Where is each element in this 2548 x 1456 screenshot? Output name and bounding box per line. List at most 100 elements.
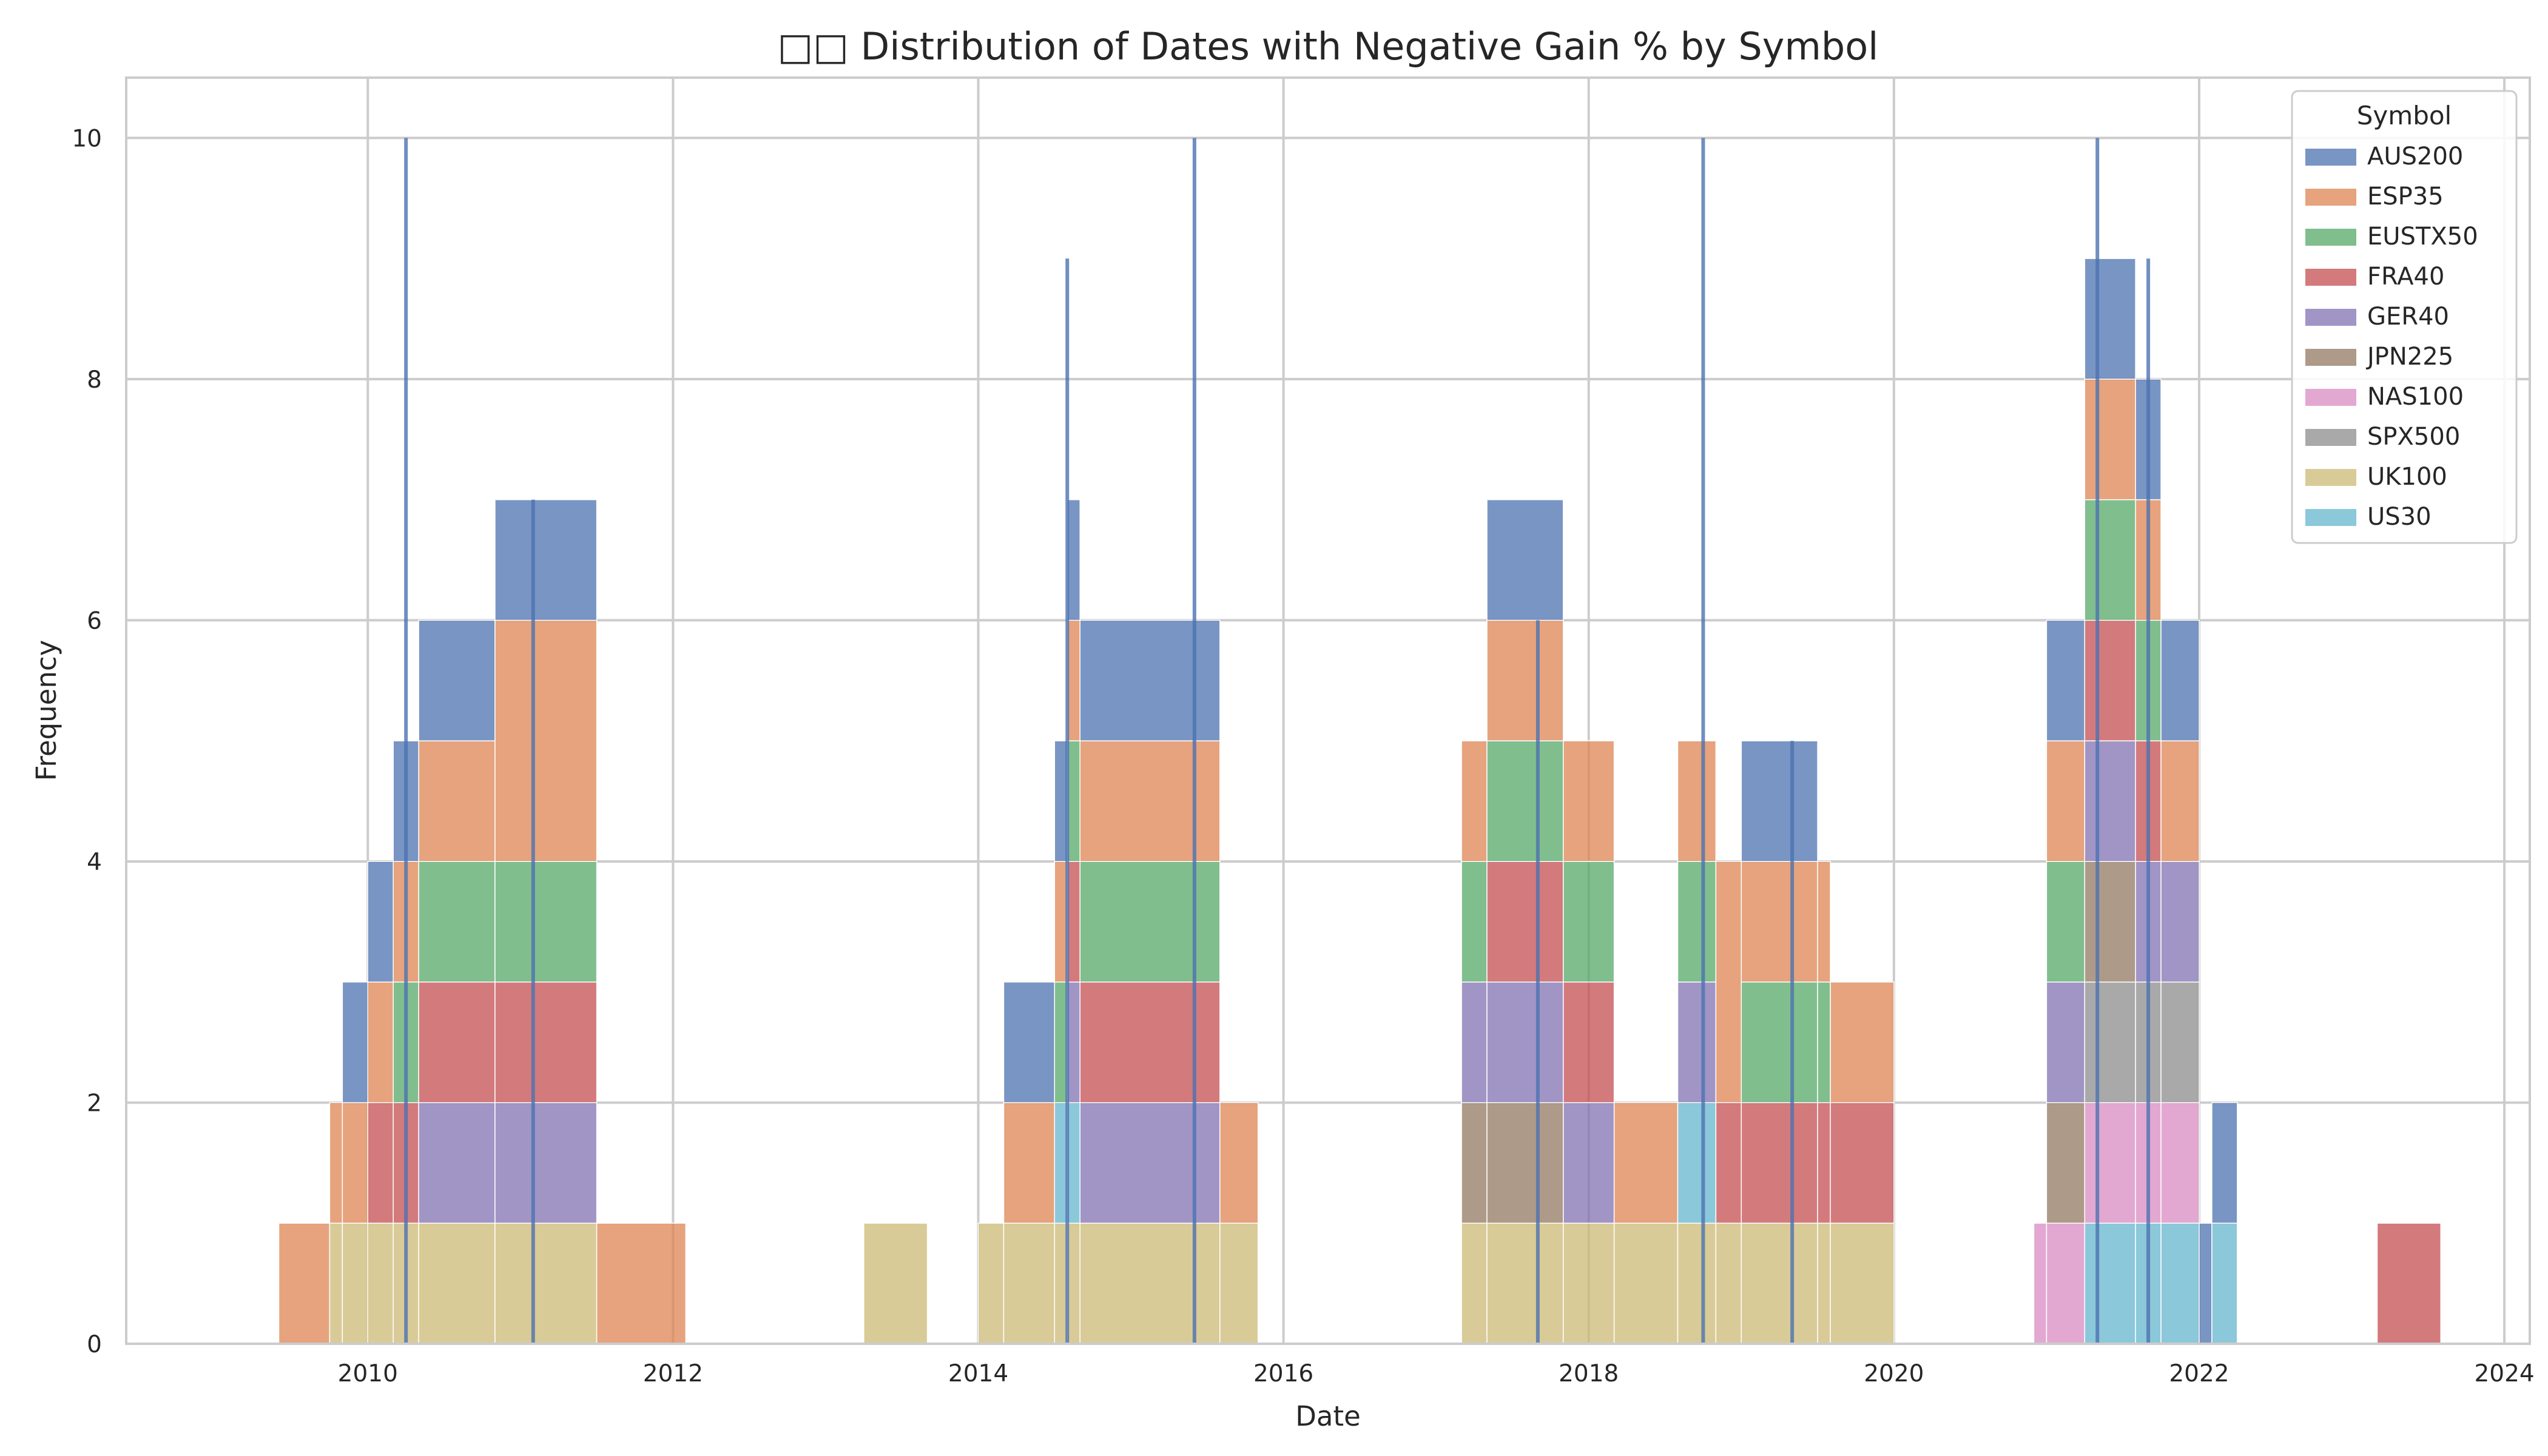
bar-ger40 — [2160, 861, 2200, 983]
bar-ger40 — [1486, 981, 1564, 1104]
bar-ger40 — [2046, 981, 2086, 1104]
bar-uk100 — [1079, 1222, 1221, 1344]
bar-aus200 — [418, 619, 496, 741]
bar-uk100 — [1830, 1222, 1895, 1344]
bar-fra40 — [2376, 1222, 2442, 1344]
bar-eustx50 — [2046, 861, 2086, 983]
bar-aus200 — [1003, 981, 1056, 1104]
bar-uk100 — [1003, 1222, 1056, 1344]
bar-ger40 — [494, 1102, 598, 1224]
chart-title: □□ Distribution of Dates with Negative G… — [778, 24, 1879, 69]
histogram-bars — [278, 138, 2442, 1344]
bar-eustx50 — [1741, 981, 1818, 1104]
legend-swatch — [2305, 429, 2356, 446]
legend-title: Symbol — [2357, 101, 2452, 130]
x-axis-ticks: 2010 2012 2014 2016 2018 2020 2022 2024 — [338, 1360, 2535, 1387]
peak-bin — [2146, 258, 2151, 1344]
bar-jpn225 — [2084, 861, 2136, 983]
bar-esp35 — [278, 1222, 331, 1344]
bar-jpn225 — [1486, 1102, 1564, 1224]
peak-bin — [1192, 138, 1196, 1344]
bar-fra40 — [1741, 1102, 1818, 1224]
bar-aus200 — [1067, 499, 1080, 621]
y-tick-label: 10 — [72, 125, 102, 152]
bar-esp35 — [1715, 861, 1742, 1104]
bar-esp35 — [1741, 861, 1818, 983]
legend-label: EUSTX50 — [2367, 223, 2478, 251]
bar-ger40 — [1677, 981, 1717, 1104]
y-tick-label: 4 — [87, 849, 102, 876]
bar-eustx50 — [1461, 861, 1488, 983]
bar-uk100 — [494, 1222, 598, 1344]
bar-uk100 — [1613, 1222, 1679, 1344]
peak-bin — [1535, 620, 1540, 1344]
bar-ger40 — [418, 1102, 496, 1224]
bar-nas100 — [2046, 1222, 2086, 1344]
peak-bin — [531, 499, 535, 1344]
bar-esp35 — [494, 619, 598, 862]
x-tick-label: 2024 — [2474, 1360, 2534, 1387]
bar-esp35 — [2084, 379, 2136, 500]
bar-eustx50 — [1054, 981, 1068, 1104]
bar-eustx50 — [494, 861, 598, 983]
bar-eustx50 — [1563, 861, 1615, 983]
bar-esp35 — [1054, 861, 1068, 983]
bar-esp35 — [1613, 1102, 1679, 1224]
bar-esp35 — [367, 981, 394, 1104]
bar-us30 — [1054, 1102, 1068, 1224]
x-tick-label: 2020 — [1864, 1360, 1924, 1387]
x-tick-label: 2014 — [948, 1360, 1008, 1387]
legend-swatch — [2305, 229, 2356, 246]
bar-uk100 — [329, 1222, 343, 1344]
bar-fra40 — [1817, 1102, 1831, 1224]
legend-swatch — [2305, 149, 2356, 166]
bar-esp35 — [1079, 740, 1221, 862]
legend-label: FRA40 — [2367, 263, 2444, 291]
x-tick-label: 2012 — [643, 1360, 703, 1387]
bar-fra40 — [1715, 1102, 1742, 1224]
bar-aus200 — [1079, 619, 1221, 741]
bar-ger40 — [1461, 981, 1488, 1104]
bar-esp35 — [1830, 981, 1895, 1104]
x-tick-label: 2022 — [2169, 1360, 2229, 1387]
y-tick-label: 0 — [87, 1331, 102, 1358]
bar-aus200 — [1054, 740, 1068, 862]
peak-bin — [404, 138, 408, 1344]
bar-fra40 — [1079, 981, 1221, 1104]
bar-fra40 — [1486, 861, 1564, 983]
peak-bin — [1701, 138, 1705, 1344]
bar-uk100 — [1741, 1222, 1818, 1344]
bar-uk100 — [418, 1222, 496, 1344]
y-tick-label: 6 — [87, 607, 102, 635]
legend-label: AUS200 — [2367, 143, 2463, 170]
bar-us30 — [2084, 1222, 2136, 1344]
x-tick-label: 2016 — [1253, 1360, 1313, 1387]
bar-fra40 — [2084, 619, 2136, 741]
bar-aus200 — [2084, 258, 2136, 380]
bar-fra40 — [1067, 861, 1080, 983]
bar-ger40 — [1079, 1102, 1221, 1224]
bar-ger40 — [1563, 1102, 1615, 1224]
bar-esp35 — [1461, 740, 1488, 862]
bar-nas100 — [2033, 1222, 2048, 1344]
bar-uk100 — [1461, 1222, 1488, 1344]
legend-label: US30 — [2367, 503, 2432, 531]
bar-ger40 — [1067, 981, 1080, 1104]
bar-esp35 — [1067, 619, 1080, 741]
legend-label: UK100 — [2367, 463, 2447, 491]
bar-spx500 — [2160, 981, 2200, 1104]
bar-uk100 — [1817, 1222, 1831, 1344]
bar-aus200 — [1486, 499, 1564, 621]
bar-esp35 — [1677, 740, 1717, 862]
bar-us30 — [2211, 1222, 2238, 1344]
bar-uk100 — [342, 1222, 369, 1344]
bar-eustx50 — [1677, 861, 1717, 983]
bar-fra40 — [1830, 1102, 1895, 1224]
bar-jpn225 — [2046, 1102, 2086, 1224]
bar-aus200 — [494, 499, 598, 621]
bar-nas100 — [2084, 1102, 2136, 1224]
bar-esp35 — [2046, 740, 2086, 862]
bar-eustx50 — [1486, 740, 1564, 862]
x-tick-label: 2010 — [338, 1360, 398, 1387]
